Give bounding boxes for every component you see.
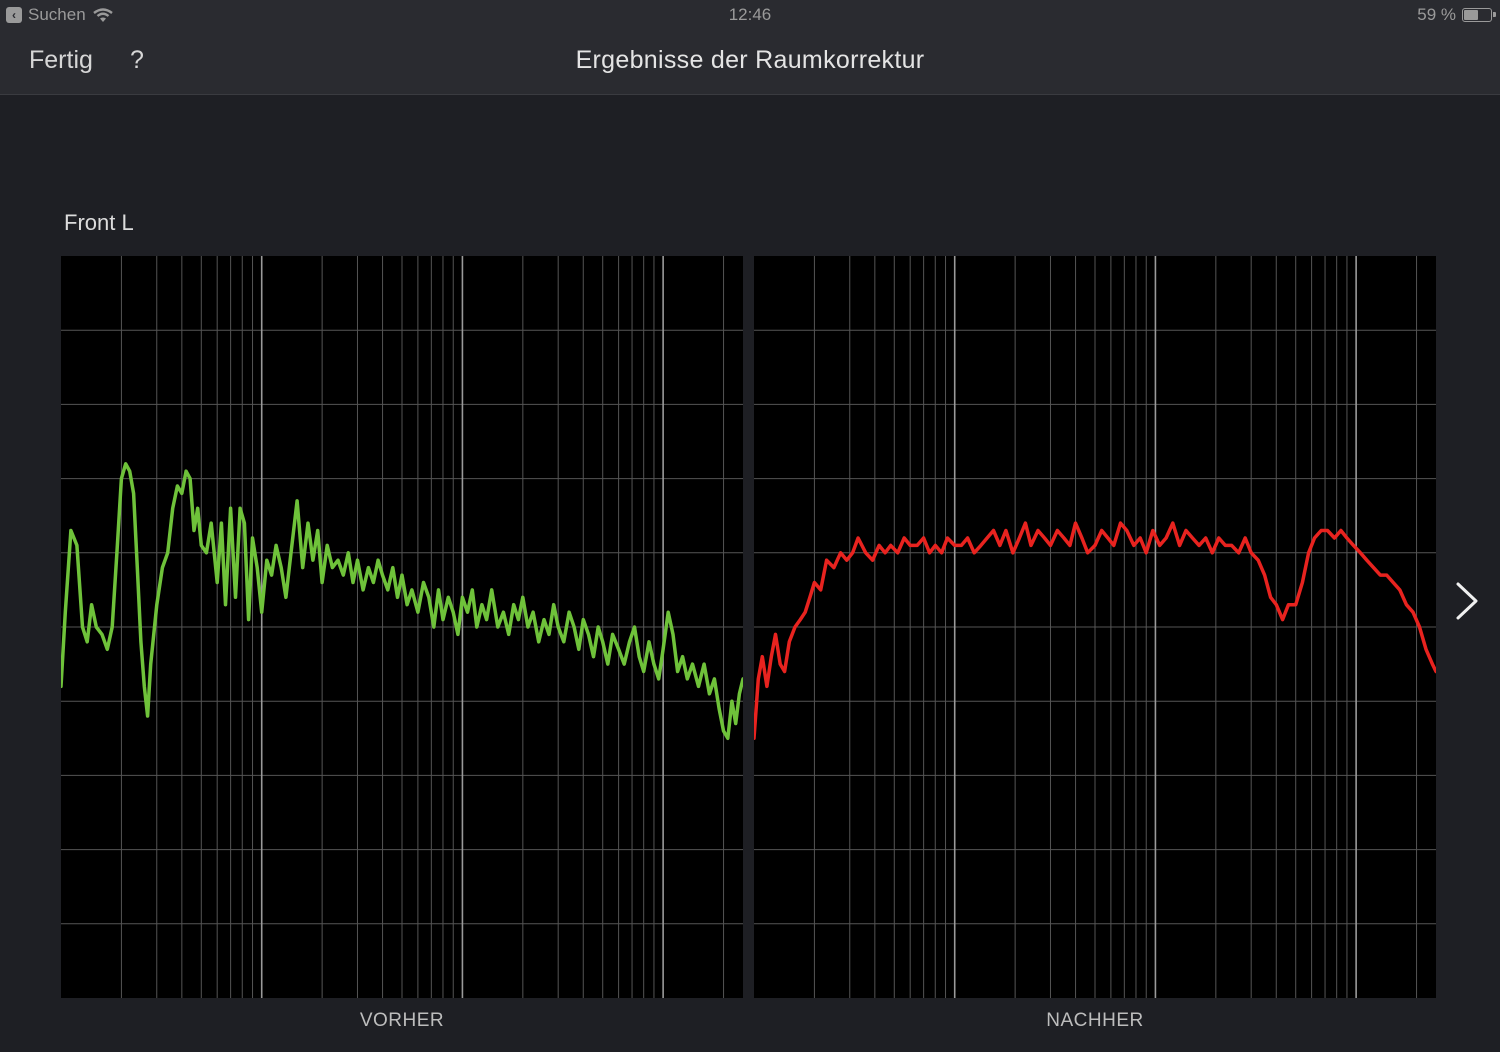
before-response-line	[61, 462, 743, 741]
before-chart	[61, 256, 743, 998]
after-chart-panel	[754, 256, 1436, 998]
before-chart-panel	[61, 256, 743, 998]
grid	[61, 256, 743, 998]
status-bar: ‹ Suchen 12:46 59 %	[0, 0, 1500, 30]
help-button[interactable]: ?	[130, 46, 144, 74]
wifi-icon	[92, 8, 113, 22]
status-time: 12:46	[728, 5, 772, 24]
battery-percentage: 59 %	[1417, 5, 1456, 24]
after-response-line	[754, 521, 1436, 741]
battery-cap	[1493, 12, 1496, 17]
page-title: Ergebnisse der Raumkorrektur	[575, 46, 925, 74]
done-button[interactable]: Fertig	[29, 46, 93, 74]
back-arrow-icon: ‹	[6, 7, 22, 23]
status-right: 59 %	[1417, 5, 1496, 25]
next-button[interactable]	[1448, 576, 1488, 626]
channel-label: Front L	[64, 210, 134, 235]
back-app-label: Suchen	[28, 5, 86, 24]
before-chart-caption: VORHER	[359, 1010, 445, 1031]
after-chart-caption: NACHHER	[1046, 1010, 1144, 1031]
battery-icon	[1462, 8, 1496, 22]
navigation-bar: Fertig ? Ergebnisse der Raumkorrektur	[0, 30, 1500, 95]
grid	[754, 256, 1436, 998]
after-chart	[754, 256, 1436, 998]
battery-fill	[1464, 10, 1478, 20]
chevron-right-icon	[1456, 582, 1478, 620]
status-left[interactable]: ‹ Suchen	[6, 5, 114, 25]
